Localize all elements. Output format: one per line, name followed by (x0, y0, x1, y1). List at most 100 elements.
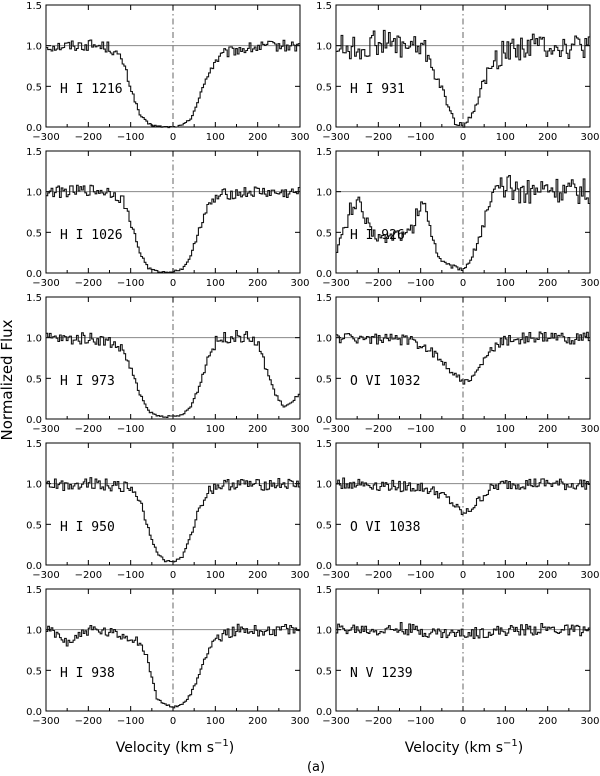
panel-label: H I 931 (350, 82, 405, 97)
y-tick-label: 0.5 (26, 520, 42, 531)
x-axis-label-right: Velocity (km s−1) (405, 738, 524, 756)
y-tick-label: 0.0 (26, 269, 42, 280)
y-axis-label: Normalized Flux (0, 319, 16, 440)
y-tick-label: 1.0 (26, 188, 42, 199)
x-tick-label: −300 (322, 570, 349, 581)
x-axis-label-right-main: Velocity (km s (405, 740, 503, 756)
y-tick-label: 1.0 (26, 334, 42, 345)
y-tick-label: 1.0 (316, 626, 332, 637)
x-tick-label: 100 (206, 570, 225, 581)
y-tick-label: 0.0 (26, 415, 42, 426)
y-tick-label: 0.5 (26, 374, 42, 385)
y-tick-label: 1.5 (316, 293, 332, 304)
x-tick-label: 0 (460, 716, 466, 727)
x-tick-label: 0 (170, 278, 176, 289)
x-tick-label: −200 (75, 278, 102, 289)
x-tick-label: 200 (538, 716, 557, 727)
x-tick-label: 300 (290, 424, 309, 435)
y-tick-label: 1.0 (316, 334, 332, 345)
x-tick-label: −300 (322, 424, 349, 435)
panel-h-i-1216: −300 −200 −100 0 100 200 300 0.0 0.5 1.0 1.5 H I 12… (26, 1, 309, 143)
y-tick-label: 0.0 (26, 561, 42, 572)
x-tick-label: 100 (206, 132, 225, 143)
x-tick-label: −100 (407, 570, 434, 581)
y-tick-label: 1.5 (26, 585, 42, 596)
x-tick-label: −200 (75, 716, 102, 727)
panel-label: N V 1239 (350, 666, 413, 681)
x-tick-label: −300 (322, 278, 349, 289)
x-tick-label: 300 (580, 424, 599, 435)
x-tick-label: 100 (206, 424, 225, 435)
x-tick-label: −300 (32, 570, 59, 581)
x-tick-label: −200 (365, 716, 392, 727)
x-tick-label: 300 (290, 278, 309, 289)
spectrum-trace (336, 331, 591, 385)
x-tick-label: −300 (322, 716, 349, 727)
x-tick-label: 0 (460, 132, 466, 143)
panel-h-i-926: −300 −200 −100 0 100 200 300 0.0 0.5 1.0 1.5 H I 92… (316, 147, 599, 289)
panel-o-vi-1032: −300 −200 −100 0 100 200 300 0.0 0.5 1.0 1.5 O VI 1… (316, 293, 599, 435)
x-axis-label-right-sup: −1 (503, 738, 518, 749)
x-tick-label: 0 (170, 570, 176, 581)
y-tick-label: 1.5 (316, 439, 332, 450)
x-tick-label: 200 (538, 132, 557, 143)
x-tick-label: 100 (496, 132, 515, 143)
panel-label: H I 950 (60, 520, 115, 535)
panel-label: H I 926 (350, 228, 405, 243)
y-tick-label: 0.5 (316, 228, 332, 239)
x-tick-label: −200 (365, 424, 392, 435)
y-tick-label: 0.0 (316, 123, 332, 134)
x-tick-label: −200 (75, 570, 102, 581)
y-tick-label: 0.0 (316, 415, 332, 426)
x-axis-label-left-sup: −1 (214, 738, 229, 749)
y-tick-label: 1.5 (26, 439, 42, 450)
y-tick-label: 1.0 (316, 480, 332, 491)
x-axis-label-left-main: Velocity (km s (116, 740, 214, 756)
y-tick-label: 1.5 (316, 1, 332, 12)
y-tick-label: 0.0 (26, 123, 42, 134)
x-tick-label: −200 (365, 132, 392, 143)
x-tick-label: 0 (460, 570, 466, 581)
x-tick-label: −300 (32, 424, 59, 435)
panel-label: H I 1026 (60, 228, 123, 243)
panel-n-v-1239: −300 −200 −100 0 100 200 300 0.0 0.5 1.0 1.5 N V 12… (316, 585, 599, 727)
x-tick-label: 100 (496, 424, 515, 435)
y-tick-label: 1.0 (26, 42, 42, 53)
spectrum-trace (336, 29, 591, 128)
x-axis-label-left-close: ) (229, 740, 234, 756)
x-tick-label: 300 (290, 570, 309, 581)
x-tick-label: 0 (460, 278, 466, 289)
spectrum-trace (46, 477, 301, 563)
x-tick-label: −100 (117, 424, 144, 435)
y-tick-label: 1.5 (316, 147, 332, 158)
x-tick-label: 0 (460, 424, 466, 435)
spectrum-trace (46, 39, 301, 129)
x-tick-label: −200 (75, 424, 102, 435)
figure-caption: (a) (307, 760, 325, 775)
y-tick-label: 1.5 (26, 293, 42, 304)
y-tick-label: 0.5 (316, 82, 332, 93)
panel-label: H I 1216 (60, 82, 123, 97)
x-tick-label: −100 (407, 716, 434, 727)
x-tick-label: −200 (365, 278, 392, 289)
y-tick-label: 1.5 (26, 1, 42, 12)
x-tick-label: −300 (322, 132, 349, 143)
panel-label: H I 973 (60, 374, 115, 389)
y-tick-label: 0.5 (316, 666, 332, 677)
y-tick-label: 1.0 (26, 626, 42, 637)
y-tick-label: 1.0 (316, 188, 332, 199)
panel-h-i-1026: −300 −200 −100 0 100 200 300 0.0 0.5 1.0 1.5 H I 10… (26, 147, 309, 289)
panel-h-i-950: −300 −200 −100 0 100 200 300 0.0 0.5 1.0 1.5 H I 95… (26, 439, 309, 581)
panel-label: O VI 1032 (350, 374, 420, 389)
y-tick-label: 0.0 (316, 561, 332, 572)
x-tick-label: 300 (580, 570, 599, 581)
x-tick-label: 200 (538, 278, 557, 289)
x-tick-label: 200 (248, 716, 267, 727)
y-tick-label: 0.5 (26, 82, 42, 93)
y-tick-label: 0.5 (26, 228, 42, 239)
panel-h-i-938: −300 −200 −100 0 100 200 300 0.0 0.5 1.0 1.5 H I 93… (26, 585, 309, 727)
y-tick-label: 0.0 (316, 707, 332, 718)
panel-grid: −300 −200 −100 0 100 200 300 0.0 0.5 1.0 1.5 H I 12… (26, 1, 599, 727)
x-tick-label: −100 (407, 132, 434, 143)
x-tick-label: 0 (170, 132, 176, 143)
